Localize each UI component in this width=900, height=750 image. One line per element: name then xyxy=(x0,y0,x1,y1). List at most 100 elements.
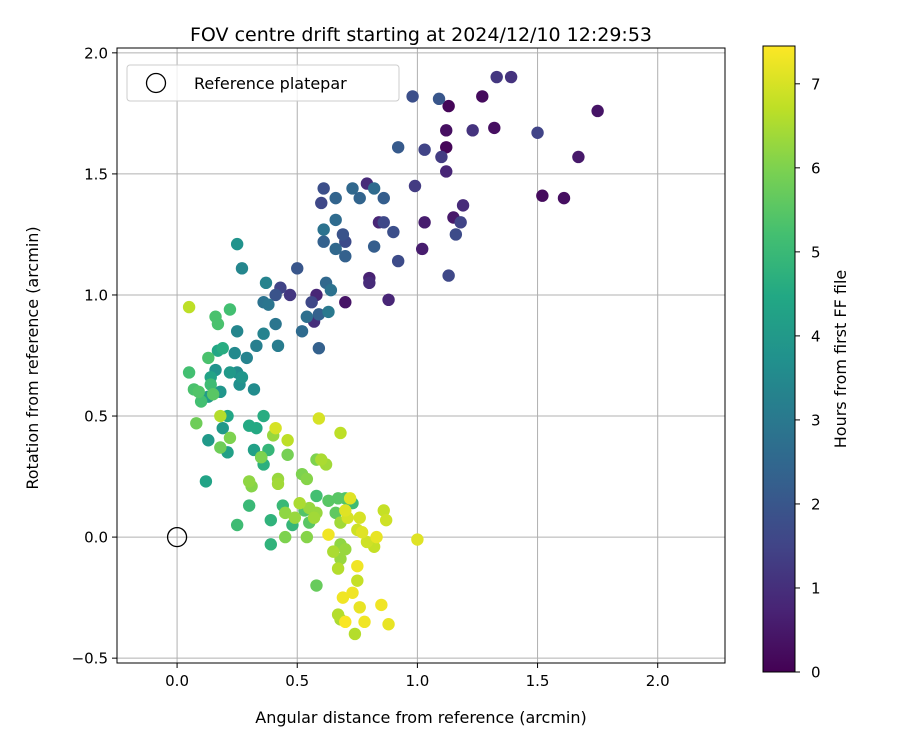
x-tick-label: 1.0 xyxy=(405,672,429,690)
data-point xyxy=(223,303,237,316)
data-point xyxy=(442,99,455,113)
data-point xyxy=(336,228,350,241)
data-point xyxy=(406,90,419,103)
data-point xyxy=(291,262,304,275)
data-point xyxy=(382,618,395,631)
data-point xyxy=(271,477,285,491)
data-point xyxy=(283,288,297,302)
data-point xyxy=(377,504,390,517)
data-point xyxy=(223,431,237,445)
x-tick-label: 2.0 xyxy=(646,672,670,690)
data-point xyxy=(351,559,364,573)
data-point xyxy=(329,242,342,256)
data-point xyxy=(315,196,328,210)
data-point xyxy=(382,293,395,307)
data-point xyxy=(190,417,203,430)
data-point xyxy=(348,627,362,641)
data-point xyxy=(300,310,314,323)
legend-entry-label: Reference platepar xyxy=(194,74,347,93)
data-point xyxy=(271,339,285,353)
colorbar-gradient xyxy=(763,46,795,672)
data-point xyxy=(334,426,347,440)
data-point xyxy=(531,126,544,139)
data-point xyxy=(199,475,213,488)
y-tick-label: 0.0 xyxy=(84,529,108,547)
colorbar-tick-label: 1 xyxy=(811,579,821,597)
data-point xyxy=(346,182,359,195)
data-point xyxy=(360,535,374,549)
data-point xyxy=(391,141,405,154)
data-point xyxy=(264,513,278,527)
data-point xyxy=(269,317,282,331)
data-point xyxy=(194,395,208,408)
data-point xyxy=(418,143,431,156)
data-point xyxy=(300,472,314,486)
data-point xyxy=(536,189,549,202)
axes: 0.0 0.5 1.0 1.5 2.0 −0.5 0.0 0.5 1.0 1.5 2.0 xyxy=(72,44,670,690)
data-point xyxy=(269,288,282,302)
data-point xyxy=(367,182,381,195)
data-point xyxy=(353,511,366,524)
data-point xyxy=(456,199,470,212)
data-point xyxy=(204,378,217,391)
data-point xyxy=(343,492,357,505)
colorbar-tick-label: 4 xyxy=(811,327,821,345)
data-point xyxy=(324,283,338,297)
data-point xyxy=(206,388,220,401)
data-point xyxy=(339,504,352,517)
data-point xyxy=(327,545,340,558)
data-point xyxy=(336,591,350,604)
data-point xyxy=(259,276,273,290)
data-point xyxy=(281,448,294,461)
data-point xyxy=(466,124,479,137)
data-point xyxy=(250,421,263,435)
data-point xyxy=(315,453,328,466)
data-point xyxy=(264,538,278,551)
data-point xyxy=(363,276,376,290)
data-point xyxy=(387,225,400,239)
x-tick-label: 0.0 xyxy=(165,672,189,690)
data-point xyxy=(391,254,405,268)
data-point xyxy=(230,237,244,251)
data-point xyxy=(202,351,215,365)
data-point xyxy=(312,308,326,321)
data-point xyxy=(322,494,335,507)
y-axis-label: Rotation from reference (arcmin) xyxy=(23,226,42,489)
data-point xyxy=(339,543,352,556)
data-point xyxy=(230,518,244,532)
data-point xyxy=(504,70,518,84)
data-point xyxy=(331,562,345,575)
colorbar-ticks: 0 1 2 3 4 5 6 7 xyxy=(795,75,821,682)
data-point xyxy=(288,511,302,524)
y-tick-label: 0.5 xyxy=(84,408,108,426)
data-point xyxy=(235,262,249,275)
data-point xyxy=(305,296,318,309)
data-point xyxy=(367,240,381,253)
data-point xyxy=(476,90,489,103)
data-point xyxy=(322,305,335,319)
data-point xyxy=(312,342,326,355)
data-point xyxy=(310,489,323,503)
data-point xyxy=(242,499,256,512)
legend: Reference platepar xyxy=(126,64,400,102)
data-point xyxy=(346,586,359,599)
data-point xyxy=(322,528,335,541)
colorbar-tick-label: 3 xyxy=(811,411,821,429)
data-point xyxy=(250,339,263,353)
data-point xyxy=(329,506,342,520)
data-point xyxy=(377,216,390,229)
data-point xyxy=(358,615,371,629)
data-point xyxy=(216,342,229,355)
plot-frame xyxy=(116,47,726,664)
data-point xyxy=(317,223,330,236)
data-point xyxy=(490,70,503,84)
colorbar-label: Hours from first FF file xyxy=(831,270,850,449)
x-axis-label: Angular distance from reference (arcmin) xyxy=(255,708,586,727)
data-point xyxy=(331,492,345,505)
data-point xyxy=(449,228,463,241)
data-point xyxy=(240,351,253,365)
data-point xyxy=(454,216,467,229)
data-point xyxy=(300,530,314,544)
data-point xyxy=(254,450,268,464)
